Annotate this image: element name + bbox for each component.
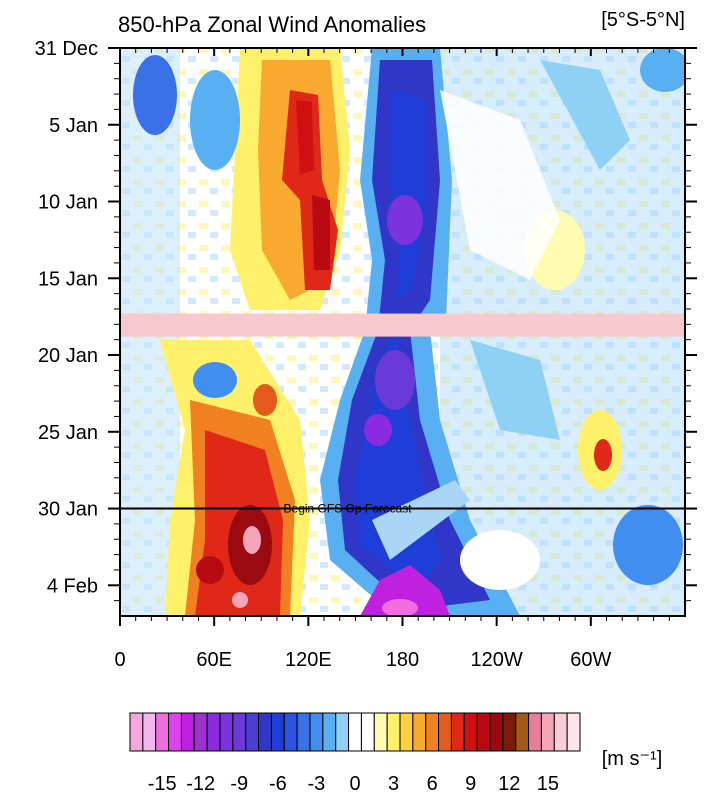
colorbar-box [129,712,144,752]
colorbar-label: 6 [427,773,438,795]
y-tick-label: 30 Jan [38,499,98,521]
colorbar-label: 15 [537,773,559,795]
colorbar-box [245,712,260,752]
y-tick-label: 10 Jan [38,192,98,214]
colorbar-box [296,712,311,752]
colorbar-box [322,712,337,752]
y-tick-label: 15 Jan [38,268,98,290]
colorbar-box [360,712,375,752]
colorbar-box [258,712,272,752]
y-tick-label: 20 Jan [38,345,98,367]
colorbar-box [386,712,401,752]
colorbar-box [232,712,247,752]
colorbar-box [476,712,491,752]
colorbar-box [412,712,427,752]
colorbar-box [155,712,170,752]
colorbar-box [399,712,414,752]
x-tick-label: 120W [471,649,523,671]
forecast-label: Begin GFS Op Forecast [284,502,413,516]
colorbar-label: -3 [308,773,326,795]
x-tick-label: 120E [285,649,332,671]
x-tick-label: 60E [196,649,232,671]
x-tick-label: 0 [114,649,125,671]
y-tick-label: 4 Feb [47,575,98,597]
colorbar-box [373,712,388,752]
missing-data-band [120,313,685,337]
colorbar-box [270,712,285,752]
colorbar-box [540,712,555,752]
colorbar-label: 9 [465,773,476,795]
y-axis: 31 Dec 5 Jan 10 Jan 15 Jan 20 Jan 25 Jan 30 Ja… [35,38,697,602]
colorbar-box [283,712,298,752]
colorbar-label: 3 [388,773,399,795]
colorbar-box [438,712,452,752]
colorbar-box [489,712,504,752]
colorbar-label: -15 [148,773,177,795]
wind-anomaly-field [120,48,685,616]
colorbar: -15 -12 -9 -6 -3 0 3 6 9 12 15 [129,712,581,795]
colorbar-box [180,712,195,752]
y-tick-label: 25 Jan [38,422,98,444]
colorbar-box [566,712,581,752]
y-tick-label: 5 Jan [49,115,98,137]
colorbar-box [335,712,350,752]
x-tick-label: 180 [386,649,419,671]
colorbar-units: [m s⁻¹] [602,748,663,770]
colorbar-box [219,712,234,752]
colorbar-label: -9 [230,773,248,795]
x-tick-label: 60W [570,649,611,671]
colorbar-box [142,712,157,752]
x-axis: 0 60E 120E 180 120W 60W [114,48,670,671]
chart-title: 850-hPa Zonal Wind Anomalies [118,12,426,37]
colorbar-box [309,712,324,752]
region-label: [5°S-5°N] [601,9,685,31]
colorbar-box [553,712,568,752]
colorbar-box [515,712,530,752]
colorbar-label: 0 [349,773,360,795]
y-tick-label: 31 Dec [35,38,98,60]
colorbar-box [425,712,440,752]
colorbar-box [348,712,362,752]
colorbar-box [193,712,208,752]
colorbar-box [463,712,478,752]
colorbar-label: -6 [269,773,287,795]
colorbar-box [502,712,517,752]
colorbar-label: 12 [498,773,520,795]
colorbar-label: -12 [186,773,215,795]
colorbar-box [450,712,465,752]
colorbar-box [206,712,221,752]
colorbar-box [528,712,542,752]
colorbar-box [168,712,182,752]
